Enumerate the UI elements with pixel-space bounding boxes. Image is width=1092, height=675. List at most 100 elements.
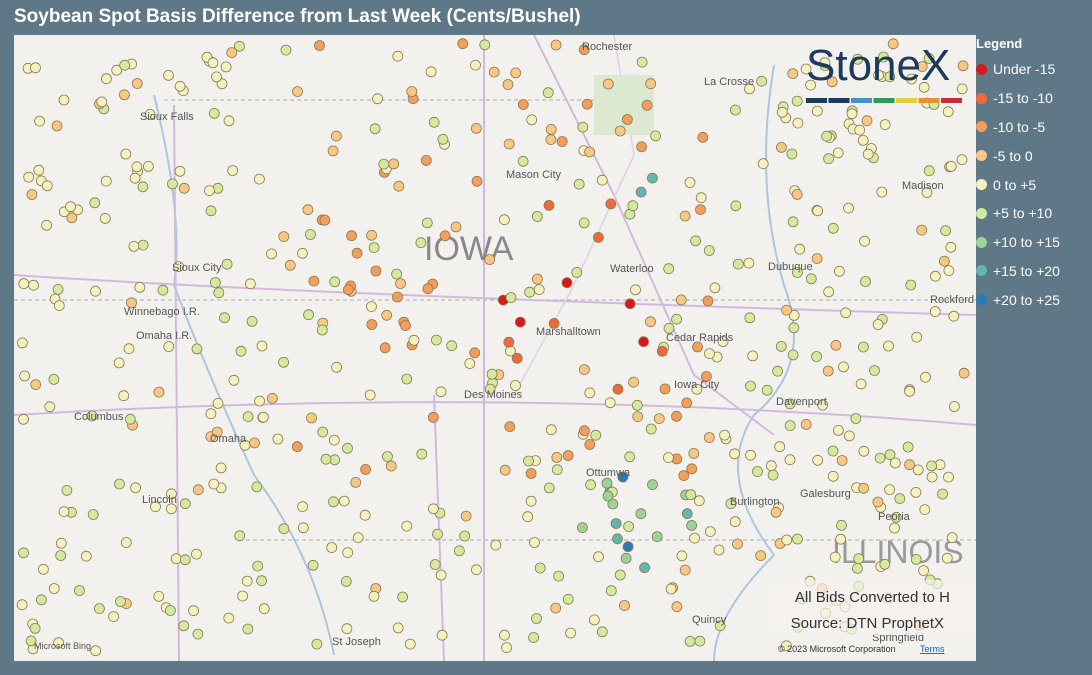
brand-segment xyxy=(851,98,872,103)
bid-point xyxy=(679,564,691,576)
bid-point xyxy=(303,309,315,321)
bid-point xyxy=(946,532,958,544)
bid-point xyxy=(86,410,98,422)
legend-swatch xyxy=(976,150,987,162)
bid-point xyxy=(326,542,338,553)
city-label: Davenport xyxy=(776,396,827,408)
bid-point xyxy=(510,67,522,79)
bid-point xyxy=(632,411,644,423)
bid-point xyxy=(956,83,968,95)
bid-point xyxy=(836,519,847,531)
bid-point xyxy=(623,521,634,532)
bid-point xyxy=(638,336,649,348)
bid-point xyxy=(130,482,141,494)
bid-point xyxy=(732,258,744,270)
bid-point xyxy=(624,451,636,463)
bid-point xyxy=(342,284,354,296)
bid-point xyxy=(25,635,37,647)
legend: Legend Under -15 -15 to -10 -10 to -5 -5 to… xyxy=(976,36,1092,314)
bid-point xyxy=(212,397,224,409)
bid-point xyxy=(584,438,596,450)
bid-point xyxy=(791,95,803,107)
bid-point xyxy=(37,563,49,575)
legend-swatch xyxy=(976,294,987,306)
bid-point xyxy=(684,177,696,188)
brand-segment xyxy=(806,98,827,103)
bid-point xyxy=(18,547,29,559)
bid-point xyxy=(579,364,590,376)
attribution: Microsoft Bing xyxy=(34,641,91,651)
bid-point xyxy=(874,452,886,464)
bid-point xyxy=(292,86,303,97)
map[interactable]: IOWA ILLINOIS Rochester La Crosse Sioux Fa… xyxy=(14,35,976,661)
bid-point xyxy=(577,522,588,534)
city-label: Burlington xyxy=(730,496,780,508)
bid-point xyxy=(504,421,516,433)
bid-point xyxy=(821,130,832,142)
city-label: Waterloo xyxy=(610,263,654,275)
bid-point xyxy=(366,301,377,313)
bid-point xyxy=(770,506,782,518)
bid-point xyxy=(697,131,709,143)
bid-point xyxy=(58,506,70,518)
bid-point xyxy=(645,78,657,90)
bid-point xyxy=(565,627,576,639)
brand-segment xyxy=(828,98,850,103)
bid-point xyxy=(596,626,608,638)
bid-point xyxy=(173,261,185,273)
bid-point xyxy=(428,116,440,128)
bid-point xyxy=(624,298,636,310)
bid-point xyxy=(596,174,608,186)
bid-point xyxy=(676,550,688,562)
bid-point xyxy=(366,319,378,330)
bid-point xyxy=(940,225,951,237)
bid-point xyxy=(645,316,656,328)
legend-label: 0 to +5 xyxy=(993,176,1037,193)
bid-point xyxy=(205,408,217,420)
bid-point xyxy=(838,361,849,373)
bid-point xyxy=(645,423,657,435)
bid-point xyxy=(514,316,526,328)
note-bg xyxy=(774,580,974,635)
bid-point xyxy=(911,331,923,343)
bid-point xyxy=(862,148,874,160)
bid-point xyxy=(382,451,393,462)
bid-point xyxy=(686,519,697,531)
bid-point xyxy=(884,71,896,83)
bid-point xyxy=(108,611,119,622)
bid-point xyxy=(226,47,238,59)
bid-point xyxy=(297,522,309,534)
bid-point xyxy=(342,547,354,558)
bid-point xyxy=(459,530,471,542)
bid-point xyxy=(53,637,64,649)
bid-point xyxy=(823,286,835,298)
bid-point xyxy=(55,537,67,549)
bid-point xyxy=(957,60,969,72)
bid-point xyxy=(163,70,174,81)
bid-point xyxy=(781,640,792,652)
bid-point xyxy=(812,454,824,466)
bid-point xyxy=(502,79,514,90)
bid-point xyxy=(578,217,590,229)
bid-point xyxy=(921,187,933,198)
bid-point xyxy=(278,523,290,535)
legend-swatch xyxy=(976,207,987,219)
bid-point xyxy=(745,380,756,392)
bid-point xyxy=(787,68,799,79)
bid-point xyxy=(692,341,703,353)
bid-point xyxy=(296,247,308,259)
bid-point xyxy=(858,445,870,457)
bid-point xyxy=(904,459,915,471)
terms-link[interactable]: Terms xyxy=(920,644,945,654)
bid-point xyxy=(923,52,935,64)
bid-point xyxy=(573,178,585,190)
bid-point xyxy=(942,106,954,118)
bid-point xyxy=(859,235,870,247)
bid-point xyxy=(679,210,691,222)
city-label: Marshalltown xyxy=(536,326,601,338)
bid-point xyxy=(470,59,481,71)
bid-point xyxy=(579,425,590,437)
bid-point xyxy=(499,464,511,476)
bid-point xyxy=(111,64,123,76)
bid-point xyxy=(589,614,600,626)
